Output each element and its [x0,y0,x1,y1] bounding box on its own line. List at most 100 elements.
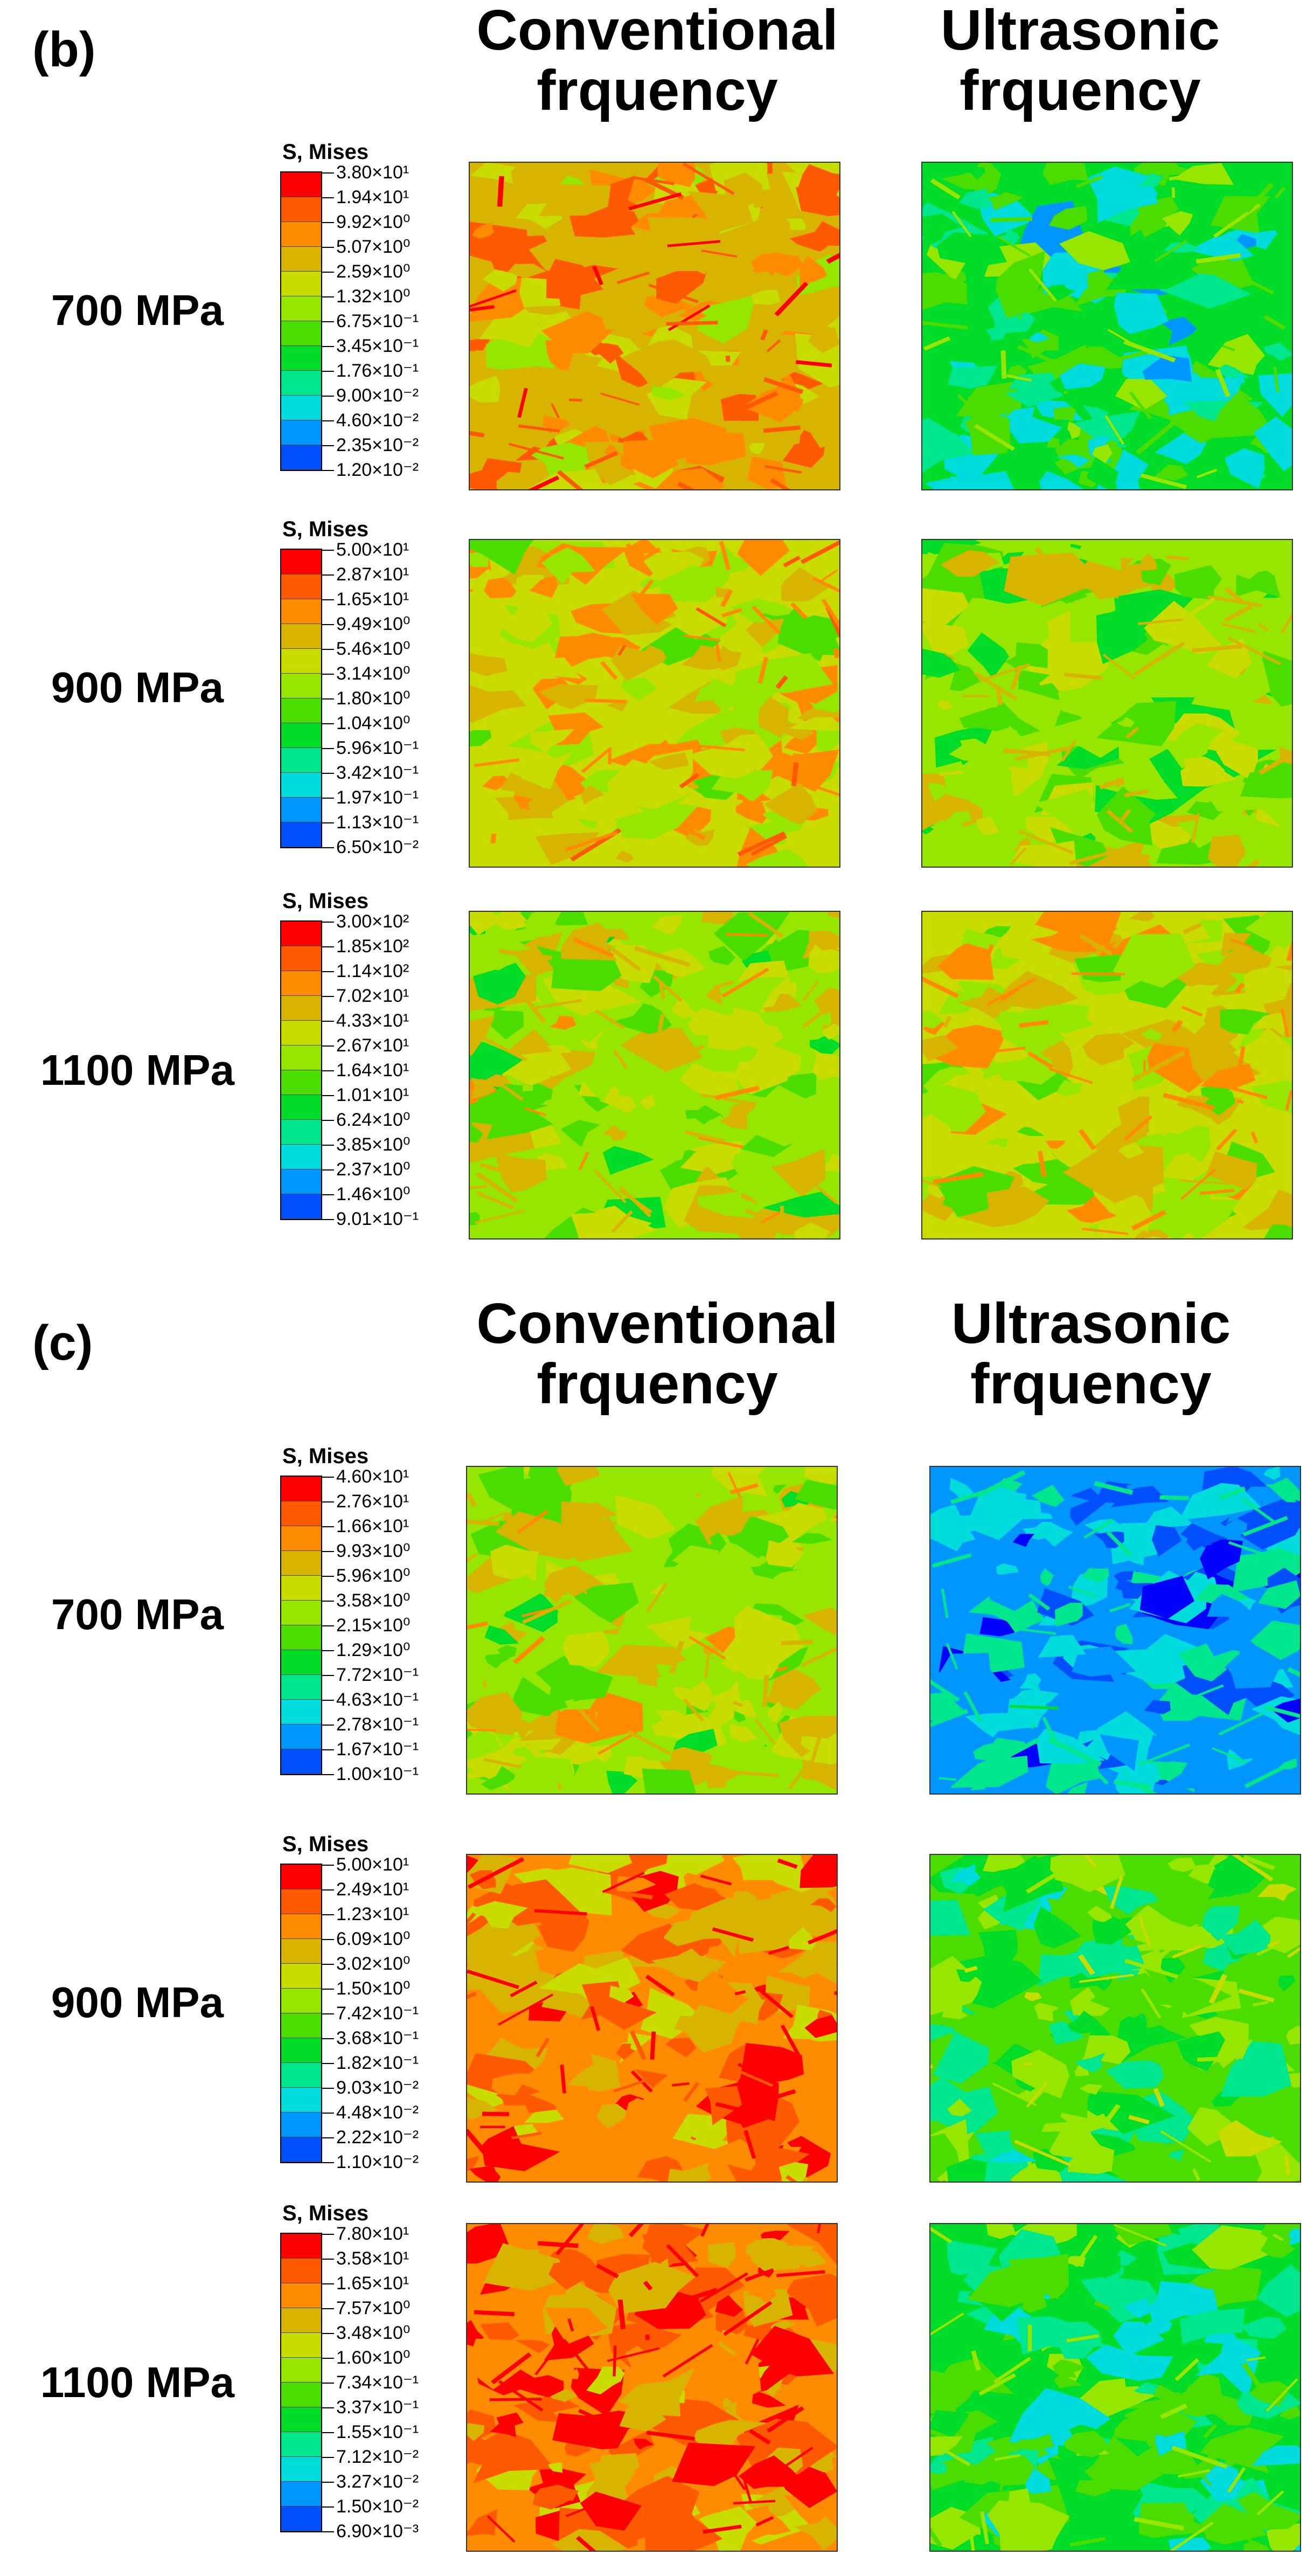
contour-patch [620,1027,703,1072]
legend-swatch [281,1070,321,1095]
legend-tick-label: 9.00×10⁻² [336,385,419,406]
contour-patch [557,1467,600,1486]
contour-ridge [1281,2527,1300,2537]
contour-patch [524,657,582,679]
legend-tick-label: 1.55×10⁻¹ [336,2422,419,2442]
contour-ridge [1218,1486,1246,1500]
legend-swatch [281,1601,321,1625]
contour-patch [812,1047,839,1080]
contour-patch [1086,2344,1173,2381]
contour-patch [794,2516,837,2551]
color-legend: S, Mises 4.60×10¹ 2.76×10¹ 1.66×10¹ 9.93×10⁰… [280,1444,496,1800]
legend-swatch [281,2482,321,2506]
contour-patch [778,1941,837,1973]
legend-swatch [281,172,321,197]
contour-ridge [760,329,768,341]
legend-swatch [281,1989,321,2013]
contour-patch [694,678,740,712]
contour-ridge [1287,1947,1300,1958]
contour-ridge [467,1728,496,1732]
legend-tick-label: 1.20×10⁻² [336,460,419,480]
contour-patch [1200,540,1275,579]
contour-ridge [1198,2026,1225,2036]
contour-ridge [534,2350,555,2376]
contour-patch [958,1186,1049,1228]
contour-patch [1113,933,1195,988]
contour-patch [953,1515,985,1535]
contour-patch [747,2284,777,2304]
contour-patch [797,164,839,204]
contour-patch [1068,313,1102,338]
legend-tick-label: 5.00×10¹ [336,1854,409,1875]
legend-tick [322,1219,334,1220]
contour-ridge [573,937,615,958]
contour-patch [1033,1906,1081,1949]
contour-patch [609,1985,634,2003]
contour-ridge [1141,1988,1162,2019]
contour-patch [1187,2107,1241,2146]
contour-patch [564,632,610,652]
contour-patch [738,2455,801,2489]
contour-ridge [1084,1855,1097,1868]
contour-patch [557,1592,620,1636]
contour-patch [560,1119,601,1147]
contour-ridge [1154,239,1188,262]
contour-patch [1160,2165,1196,2182]
contour-patch [490,2447,510,2460]
contour-ridge [490,833,497,844]
contour-ridge [696,607,727,628]
contour-ridge [617,645,627,656]
contour-patch [685,430,746,466]
contour-ridge [740,2071,774,2087]
contour-patch [692,2267,745,2302]
contour-patch [599,1094,636,1113]
ultrasonic-stress-map [929,2223,1301,2552]
contour-ridge [1223,1084,1268,1099]
contour-ridge [613,2076,655,2093]
contour-ridge [1069,2537,1106,2547]
contour-patch [1059,363,1106,390]
contour-patch [1254,2095,1300,2146]
contour-patch [1220,2041,1291,2097]
stress-row-label: 1100 MPa [40,2358,235,2406]
contour-ridge [606,1889,653,1900]
legend-swatch [281,550,321,574]
legend-tick-label: 1.01×10¹ [336,1085,409,1105]
contour-patch [770,1884,837,1936]
contour-patch [997,936,1043,959]
contour-ridge [1232,1855,1274,1882]
contour-ridge [733,2499,776,2505]
legend-tick-label: 1.23×10¹ [336,1904,409,1924]
contour-patch [1168,723,1223,769]
contour-patch [922,214,963,249]
legend-tick-label: 1.65×10¹ [336,2273,409,2294]
contour-ridge [726,391,778,418]
contour-patch [1095,2091,1176,2135]
legend-swatch [281,2088,321,2113]
contour-patch [785,218,807,231]
contour-svg [922,540,1292,867]
legend-title: S, Mises [282,1444,369,1468]
contour-patch [580,2491,642,2531]
contour-ridge [1257,623,1269,632]
conventional-stress-map [466,1466,838,1795]
legend-tick-label: 2.76×10¹ [336,1491,409,1512]
legend-swatch [281,1700,321,1725]
legend-swatch [281,2457,321,2482]
contour-patch [778,1715,837,1757]
contour-patch [1009,2355,1026,2364]
contour-ridge [726,933,768,937]
contour-ridge [1174,2358,1200,2381]
contour-ridge [923,336,951,351]
contour-patch [708,2242,736,2268]
contour-ridge [822,943,839,952]
contour-patch [568,1855,632,1873]
contour-ridge [1245,183,1274,213]
contour-patch [1098,368,1123,387]
legend-swatch [281,222,321,247]
contour-patch [1195,2332,1261,2398]
contour-patch [689,1897,760,1957]
contour-ridge [584,451,618,469]
contour-ridge [1115,780,1125,787]
legend-swatch [281,2333,321,2358]
